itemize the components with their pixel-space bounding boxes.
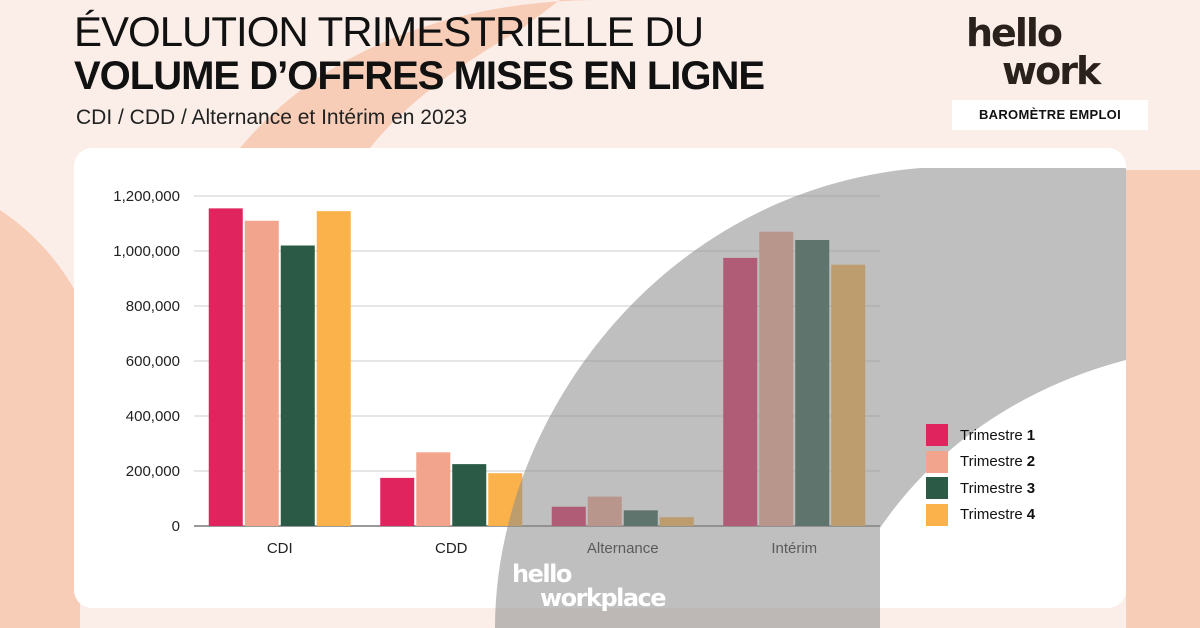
- page-subtitle: CDI / CDD / Alternance et Intérim en 202…: [76, 106, 468, 129]
- y-tick-label: 0: [172, 518, 180, 535]
- legend-item-trimestre-4: Trimestre 4: [926, 502, 1035, 529]
- page-title-line2: VOLUME D’OFFRES MISES EN LIGNE: [74, 54, 765, 98]
- peach-arc-left: [0, 210, 80, 628]
- legend-label: Trimestre: [960, 426, 1023, 444]
- chart-legend: Trimestre 1 Trimestre 2 Trimestre 3 Trimestre 4: [926, 422, 1035, 528]
- bar-cdi-trimestre-1: [208, 208, 243, 526]
- legend-label: Trimestre: [960, 506, 1023, 524]
- legend-label: Trimestre: [960, 453, 1023, 471]
- legend-label: Trimestre: [960, 479, 1023, 497]
- legend-swatch: [926, 503, 948, 526]
- legend-item-trimestre-1: Trimestre 1: [926, 422, 1035, 449]
- x-category-label: CDD: [435, 540, 468, 557]
- page-title-line1: ÉVOLUTION TRIMESTRIELLE DU: [74, 8, 704, 55]
- y-tick-label: 1,000,000: [113, 243, 180, 260]
- footer-logo-line1: hello: [512, 560, 572, 588]
- y-tick-label: 600,000: [126, 353, 180, 370]
- legend-swatch: [926, 450, 948, 473]
- bar-cdi-trimestre-4: [316, 211, 351, 526]
- legend-number: 3: [1026, 479, 1036, 497]
- y-tick-label: 200,000: [126, 463, 180, 480]
- legend-swatch: [926, 424, 948, 447]
- bar-cdd-trimestre-1: [380, 477, 415, 526]
- legend-number: 2: [1026, 453, 1036, 471]
- legend-swatch: [926, 477, 948, 500]
- bar-cdd-trimestre-2: [416, 452, 451, 526]
- bar-cdi-trimestre-2: [244, 220, 279, 526]
- logo-line2: work: [1002, 49, 1101, 93]
- peach-arc-right: [1126, 170, 1200, 628]
- legend-number: 1: [1026, 426, 1036, 444]
- hellowork-logo: hello work: [966, 14, 1126, 90]
- bar-cdd-trimestre-3: [452, 464, 487, 526]
- legend-number: 4: [1026, 506, 1036, 524]
- gray-overlay-arc: [495, 168, 1126, 628]
- legend-item-trimestre-2: Trimestre 2: [926, 449, 1035, 476]
- barometre-badge: BAROMÈTRE EMPLOI: [952, 100, 1148, 130]
- x-category-label: CDI: [267, 540, 293, 557]
- peach-arc-top: [240, 0, 600, 148]
- y-tick-label: 400,000: [126, 408, 180, 425]
- helloworkplace-logo: hello workplace: [512, 562, 702, 610]
- bar-cdi-trimestre-3: [280, 245, 315, 526]
- y-tick-label: 1,200,000: [113, 188, 180, 205]
- y-tick-label: 800,000: [126, 298, 180, 315]
- footer-logo-line2: workplace: [540, 584, 667, 612]
- legend-item-trimestre-3: Trimestre 3: [926, 475, 1035, 502]
- logo-line1: hello: [966, 11, 1063, 55]
